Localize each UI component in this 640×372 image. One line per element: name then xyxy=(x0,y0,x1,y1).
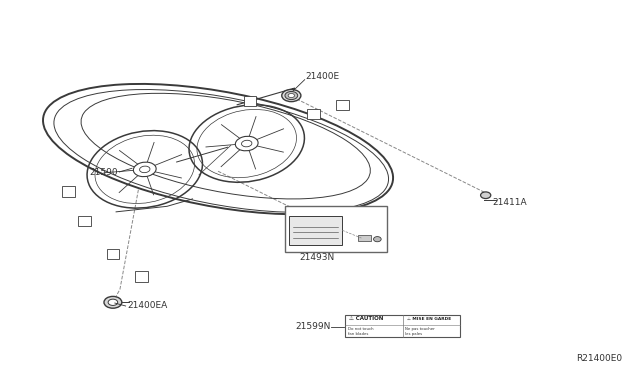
Bar xyxy=(358,235,371,241)
Text: 21400EA: 21400EA xyxy=(127,301,168,310)
Bar xyxy=(336,100,349,110)
Bar xyxy=(135,271,148,282)
Ellipse shape xyxy=(481,192,491,199)
Bar xyxy=(307,109,320,119)
Text: ⚠ MISE EN GARDE: ⚠ MISE EN GARDE xyxy=(406,317,451,321)
Bar xyxy=(244,96,256,106)
Text: 21411A: 21411A xyxy=(492,198,527,207)
Text: ⚠ CAUTION: ⚠ CAUTION xyxy=(349,317,383,321)
Text: 21493N: 21493N xyxy=(300,253,335,262)
Ellipse shape xyxy=(282,89,301,102)
Ellipse shape xyxy=(108,299,118,305)
Text: 21599N: 21599N xyxy=(296,322,331,331)
Bar xyxy=(285,206,387,253)
Text: Ne pas toucher
les pales: Ne pas toucher les pales xyxy=(405,327,435,336)
Text: R21400E0: R21400E0 xyxy=(577,355,623,363)
Text: Do not touch
fan blades: Do not touch fan blades xyxy=(348,327,374,336)
Ellipse shape xyxy=(104,296,122,308)
Bar xyxy=(346,315,460,337)
Text: 21400E: 21400E xyxy=(305,72,339,81)
Ellipse shape xyxy=(288,93,294,97)
Bar xyxy=(106,249,119,260)
Ellipse shape xyxy=(374,237,381,242)
FancyBboxPatch shape xyxy=(289,216,342,245)
Bar xyxy=(78,216,91,226)
Text: 21590: 21590 xyxy=(90,168,118,177)
Ellipse shape xyxy=(236,136,258,151)
Bar xyxy=(62,186,75,197)
Ellipse shape xyxy=(285,92,298,100)
Ellipse shape xyxy=(133,162,156,177)
